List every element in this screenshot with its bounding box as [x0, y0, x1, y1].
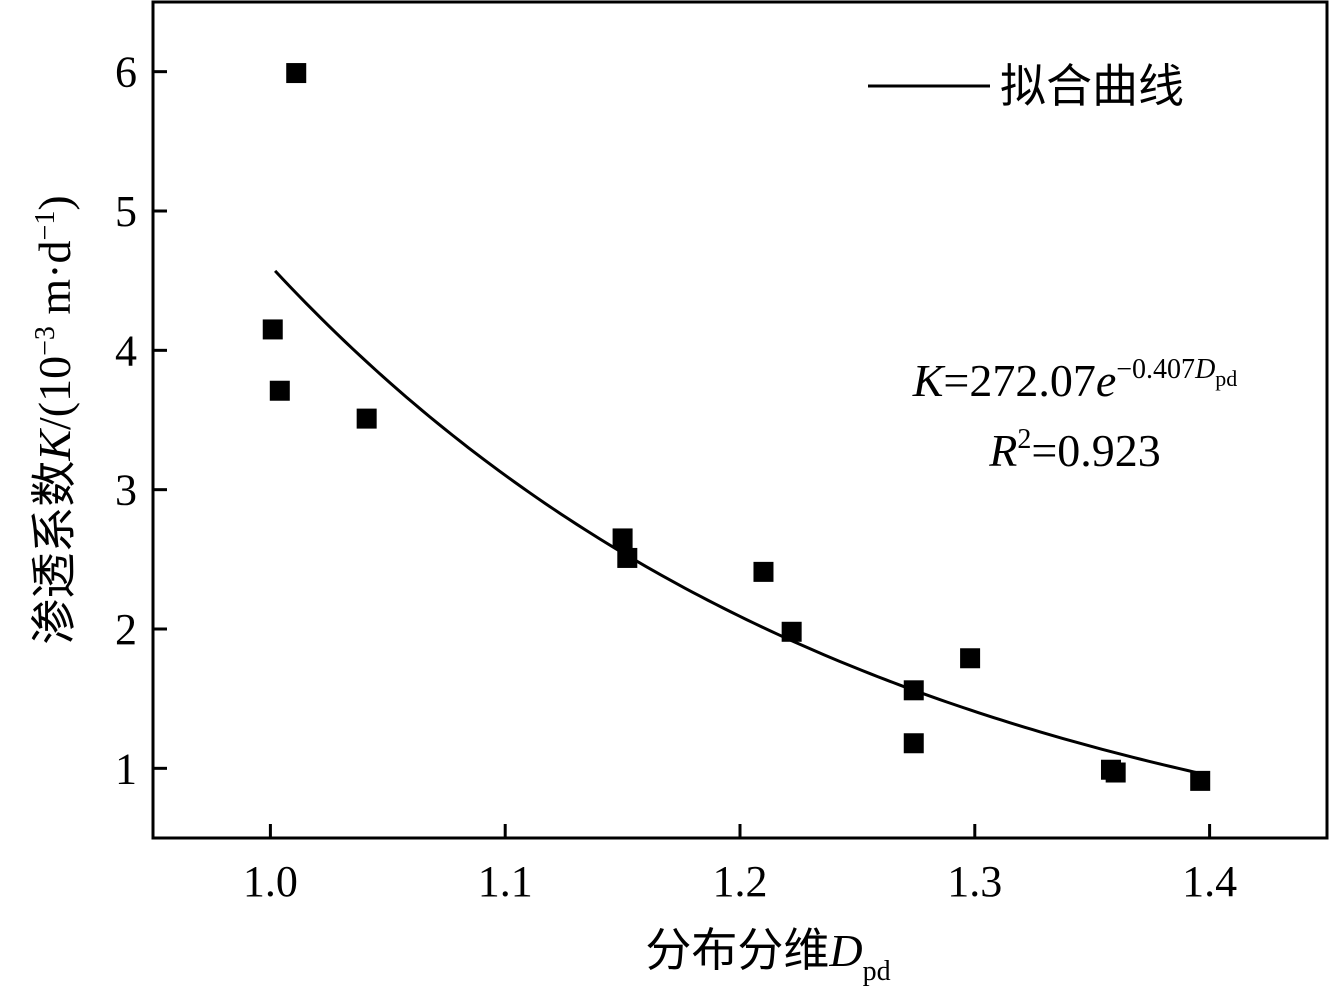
data-point: [617, 547, 638, 568]
x-axis-title-var: D: [828, 925, 862, 976]
y-axis-ticks: 1 2 3 4 5 6: [115, 48, 167, 793]
fit-equation: K=272.07e−0.407Dpd R2=0.923: [912, 354, 1238, 476]
x-tick-label: 1.0: [243, 857, 298, 906]
equation-exp-sub: pd: [1215, 366, 1237, 391]
y-tick-label: 4: [115, 326, 137, 375]
y-tick-label: 5: [115, 187, 137, 236]
y-axis-title-close: ): [29, 195, 80, 210]
data-point: [753, 561, 774, 582]
data-point: [903, 733, 924, 754]
y-axis-title-var: K: [29, 428, 80, 462]
y-tick-label: 3: [115, 466, 137, 515]
y-tick-label: 1: [115, 744, 137, 793]
y-tick-label: 2: [115, 605, 137, 654]
legend-label-fit: 拟合曲线: [1000, 61, 1184, 112]
x-tick-label: 1.2: [713, 857, 768, 906]
data-points-layer: [262, 63, 1211, 791]
data-point: [781, 621, 802, 642]
y-axis-title-unit-exp: −1: [30, 211, 61, 241]
data-point: [612, 528, 633, 549]
y-axis-title-rest: /(10: [29, 356, 80, 430]
equation-exp-coef: −0.407: [1116, 354, 1195, 385]
r2-value: =0.923: [1031, 425, 1160, 476]
svg-text:K=272.07e−0.407Dpd: K=272.07e−0.407Dpd: [912, 354, 1238, 406]
equation-lhs: K: [912, 355, 946, 406]
data-point: [269, 380, 290, 401]
x-axis-title-sub: pd: [863, 956, 891, 987]
y-axis-title: 渗透系数K/(10−3 m·d−1): [29, 195, 80, 644]
equation-base: e: [1096, 355, 1116, 406]
x-tick-label: 1.4: [1182, 857, 1237, 906]
legend: 拟合曲线: [868, 61, 1184, 112]
data-point: [903, 680, 924, 701]
plot-frame: [151, 0, 1329, 840]
x-axis-title-main: 分布分维: [645, 925, 829, 976]
data-point: [960, 648, 981, 669]
x-tick-label: 1.3: [947, 857, 1002, 906]
data-point: [356, 408, 377, 429]
y-tick-label: 6: [115, 48, 137, 97]
y-axis-title-exp: −3: [30, 326, 61, 356]
r2-var: R: [988, 425, 1017, 476]
svg-text:R2=0.923: R2=0.923: [988, 424, 1161, 476]
fit-curve-line: [274, 269, 1203, 776]
x-tick-label: 1.1: [478, 857, 533, 906]
equation-coefficient: =272.07: [943, 355, 1095, 406]
equation-exp-var: D: [1194, 354, 1215, 385]
data-point: [1105, 762, 1126, 783]
y-axis-title-main: 渗透系数: [29, 461, 80, 645]
data-point: [1190, 770, 1211, 791]
y-axis-title-unit: m·d: [29, 240, 80, 326]
x-axis-ticks: 1.0 1.1 1.2 1.3 1.4: [243, 824, 1237, 906]
x-axis-title: 分布分维Dpd: [645, 925, 890, 987]
data-point: [262, 319, 283, 340]
r2-exp: 2: [1017, 424, 1031, 455]
fit-curve-layer: [274, 269, 1203, 776]
data-point: [286, 63, 307, 84]
